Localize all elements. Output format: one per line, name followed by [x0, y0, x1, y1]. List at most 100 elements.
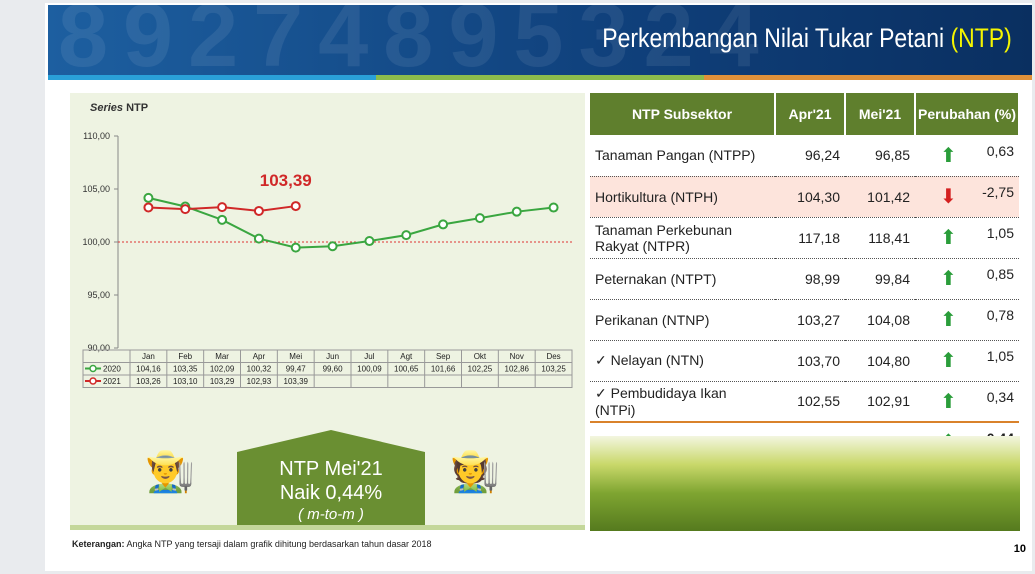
data-label: 102,93 — [247, 377, 272, 386]
data-point-2020 — [327, 241, 338, 252]
data-point-2021 — [290, 201, 301, 212]
chart-title: Series NTP — [90, 102, 148, 114]
data-label: 99,60 — [323, 365, 344, 374]
subsector-name: Perikanan (NTNP) — [590, 299, 775, 341]
data-point-2020 — [401, 230, 412, 241]
x-tick-label: Okt — [474, 352, 487, 361]
ntp-callout: NTP Mei'21 Naik 0,44% ( m-to-m ) — [237, 430, 425, 530]
value-mei: 104,80 — [845, 340, 915, 382]
col-header: Perubahan (%) — [915, 93, 1020, 135]
arrow-up-icon: ⬆ — [940, 309, 957, 331]
page-number: 10 — [1013, 543, 1026, 555]
x-tick-label: Apr — [253, 352, 266, 361]
line-chart: 90,00 95,00 100,00 105,00 110,00 103,39 Jan Feb… — [82, 131, 573, 388]
col-header: Apr'21 — [775, 93, 846, 135]
color-stripe — [48, 75, 1032, 80]
change-value: -2,75 — [982, 184, 1014, 200]
arrow-up-icon: ⬆ — [940, 144, 957, 167]
value-apr: 103,27 — [775, 299, 845, 341]
series-line-2020 — [148, 196, 554, 249]
title-highlight: (NTP) — [950, 23, 1012, 53]
table-row: ✓ Nelayan (NTN) 103,70 104,80 ⬆ 1,05 — [590, 340, 1019, 382]
change-value: 0,78 — [986, 307, 1014, 323]
header-banner: 8 9 2 7 4 8 9 5 3 2 4 Perkembangan Nilai… — [48, 5, 1032, 75]
data-point-2020 — [253, 233, 264, 244]
data-point-2020 — [143, 192, 154, 203]
x-tick-label: Jul — [364, 352, 374, 361]
value-apr: 96,24 — [775, 135, 845, 177]
legend-marker-2020 — [89, 364, 97, 373]
arrow-up-icon: ⬆ — [940, 227, 957, 249]
data-point-2021 — [180, 204, 191, 215]
data-label: 103,29 — [210, 377, 235, 386]
table-row: Peternakan (NTPT) 98,99 99,84 ⬆ 0,85 — [590, 258, 1019, 300]
y-tick-label: 105,00 — [82, 184, 110, 194]
x-tick-label: Des — [546, 352, 560, 361]
arrow-up-icon: ⬆ — [940, 390, 957, 413]
subsector-name: ✓ Nelayan (NTN) — [590, 340, 775, 382]
subsector-name: Tanaman Pangan (NTPP) — [590, 135, 775, 177]
y-tick-label: 100,00 — [82, 237, 110, 247]
y-tick-label: 110,00 — [83, 131, 110, 141]
data-label: 101,66 — [431, 365, 456, 374]
footnote-text: Angka NTP yang tersaji dalam grafik dihi… — [126, 539, 432, 549]
change-value: 0,85 — [986, 266, 1014, 282]
table-row: Tanaman Pangan (NTPP) 96,24 96,85 ⬆ 0,63 — [590, 135, 1019, 177]
data-label: 103,35 — [173, 365, 198, 374]
data-point-2021 — [217, 202, 228, 213]
callout-line2: Naik 0,44% — [279, 482, 383, 504]
arrow-down-icon: ⬇ — [940, 186, 957, 208]
value-mei: 104,08 — [845, 299, 915, 341]
annotation-label: 103,39 — [260, 171, 312, 190]
x-tick-label: Agt — [400, 352, 413, 361]
x-tick-label: Jan — [142, 352, 155, 361]
data-label: 100,32 — [247, 365, 272, 374]
data-point-2020 — [438, 219, 449, 230]
data-point-2020 — [217, 214, 228, 225]
data-label: 104,16 — [136, 365, 161, 374]
data-point-2021 — [253, 205, 264, 216]
value-mei: 99,84 — [845, 258, 915, 300]
data-label: 102,25 — [468, 365, 493, 374]
footnote-label: Keterangan: — [72, 539, 125, 549]
arrow-up-icon: ⬆ — [940, 350, 957, 372]
x-tick-label: Jun — [326, 352, 339, 361]
data-point-2021 — [143, 202, 154, 213]
x-tick-label: Mar — [215, 352, 229, 361]
page-title: Perkembangan Nilai Tukar Petani (NTP) — [603, 23, 1012, 54]
table-row: Tanaman Perkebunan Rakyat (NTPR) 117,18 … — [590, 217, 1019, 259]
x-tick-label: Mei — [289, 352, 302, 361]
value-apr: 103,70 — [775, 340, 845, 382]
value-mei: 102,91 — [845, 381, 915, 423]
farmer-illustration-right: 🧑‍🌾 — [450, 450, 500, 494]
legend-label: 2020 — [103, 365, 121, 374]
numbers-decoration: 8 9 2 7 4 8 9 5 3 2 4 — [58, 5, 759, 75]
change-value: 1,05 — [986, 225, 1014, 241]
change-value: 0,63 — [986, 142, 1014, 159]
data-label: 102,09 — [210, 365, 235, 374]
subsector-name: ✓ Pembudidaya Ikan (NTPi) — [590, 381, 775, 423]
rice-field-image — [590, 436, 1020, 531]
arrow-up-icon: ⬆ — [940, 268, 957, 290]
data-label: 103,39 — [284, 377, 309, 386]
data-point-2020 — [511, 206, 522, 217]
table-row: Perikanan (NTNP) 103,27 104,08 ⬆ 0,78 — [590, 299, 1019, 341]
value-apr: 117,18 — [775, 217, 845, 259]
data-point-2020 — [474, 213, 485, 224]
data-point-2020 — [364, 236, 375, 247]
ntp-table-panel: NTP Subsektor Apr'21 Mei'21 Perubahan (%… — [590, 93, 1020, 462]
callout-line1: NTP Mei'21 — [279, 458, 383, 480]
data-label: 102,86 — [505, 365, 530, 374]
value-apr: 98,99 — [775, 258, 845, 300]
y-tick-label: 95,00 — [87, 290, 110, 300]
data-label: 100,09 — [357, 365, 382, 374]
footnote: Keterangan: Angka NTP yang tersaji dalam… — [72, 539, 432, 549]
callout-line3: ( m-to-m ) — [298, 506, 364, 523]
data-point-2020 — [548, 202, 559, 213]
chart-panel: 90,00 95,00 100,00 105,00 110,00 103,39 Jan Feb… — [70, 93, 585, 530]
value-mei: 118,41 — [845, 217, 915, 259]
chart-title-italic: Series — [90, 102, 124, 114]
data-label: 103,25 — [541, 365, 566, 374]
data-label: 100,65 — [394, 365, 419, 374]
title-text: Perkembangan Nilai Tukar Petani — [602, 23, 945, 53]
